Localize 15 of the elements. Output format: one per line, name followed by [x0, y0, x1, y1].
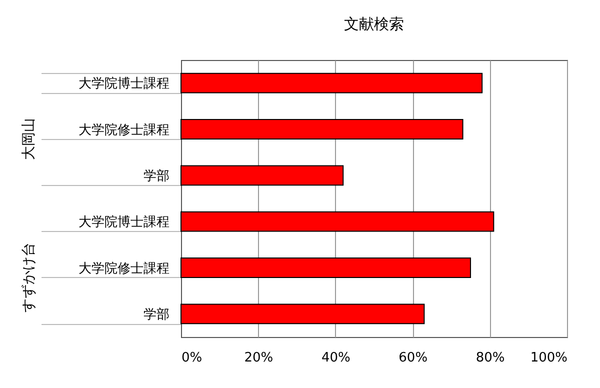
- y-tick-label: 大学院博士課程: [78, 76, 170, 92]
- x-tick-label: 100%: [530, 350, 568, 366]
- text: すずかけ台: [21, 242, 37, 312]
- x-tick-label: 60%: [398, 350, 428, 366]
- y-tick-label: 大学院博士課程: [78, 215, 170, 230]
- x-tick-label: 40%: [321, 350, 350, 366]
- x-tick-label: 0%: [182, 350, 202, 366]
- y-tick-label: 学部: [144, 307, 170, 322]
- x-tick-label: 20%: [244, 350, 274, 366]
- y-tick-label: 学部: [144, 168, 170, 184]
- x-tick-label: 80%: [476, 350, 505, 366]
- y-tick-label: 大学院修士課程: [78, 122, 170, 138]
- chart-title: 文献検索: [344, 15, 404, 33]
- text: 大岡山: [21, 118, 37, 160]
- y-tick-label: 大学院修士課程: [78, 261, 170, 276]
